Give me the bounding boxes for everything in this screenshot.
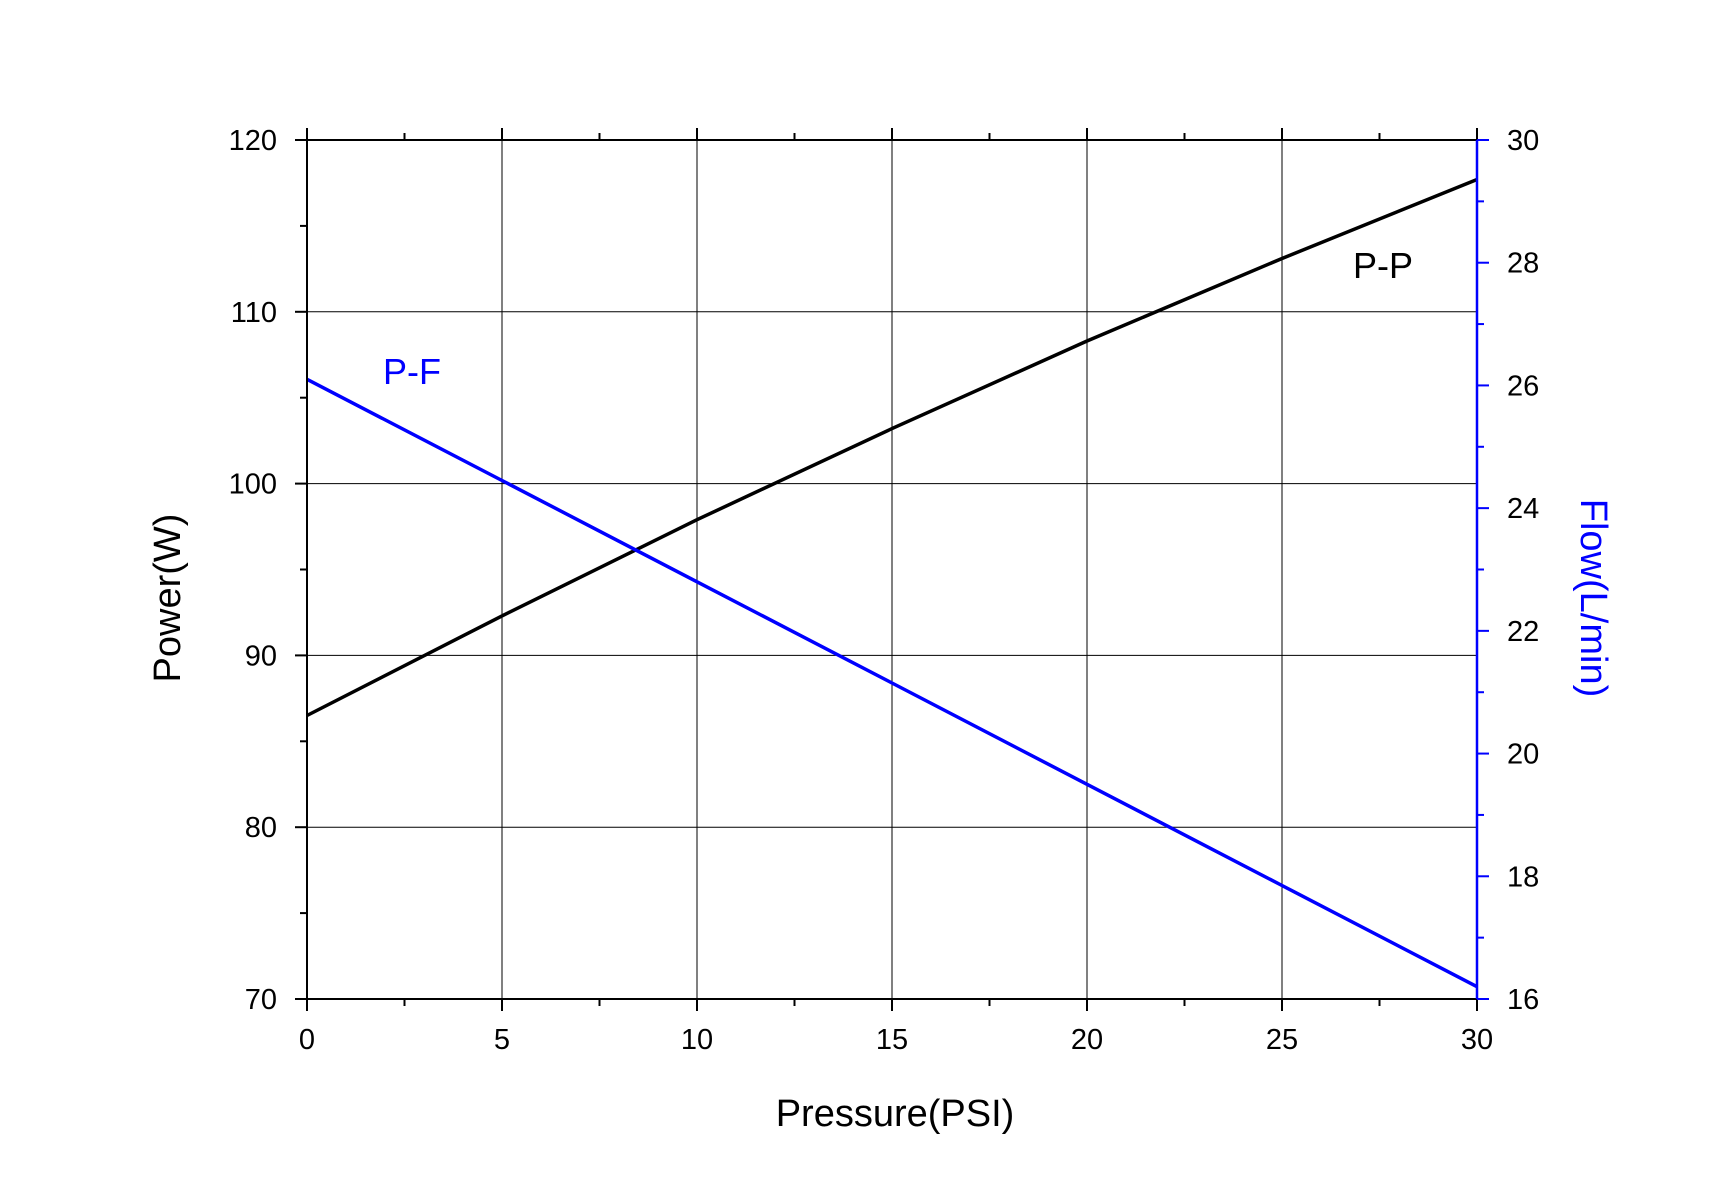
y-tick-label: 100: [229, 469, 277, 501]
grid-lines: [307, 140, 1477, 999]
y-tick-label: 110: [231, 297, 277, 329]
y2-tick-label: 24: [1507, 493, 1539, 525]
x-tick-label: 0: [299, 1024, 315, 1056]
series-lines: [306, 177, 1478, 989]
series-line-pp: [306, 177, 1478, 718]
y2-tick-label: 30: [1507, 125, 1539, 157]
y2-axis-title: Flow(L/min): [1572, 499, 1614, 697]
x-tick-label: 5: [494, 1024, 510, 1056]
axis-labels: 0 5 10 15 20 25 30 70 80 90 100 110 120 16 18 20 22 24 26 2…: [229, 125, 1540, 1056]
y-tick-label: 90: [245, 640, 277, 672]
y2-tick-label: 26: [1507, 370, 1539, 402]
x-tick-label: 15: [876, 1024, 908, 1056]
y-axis-title: Power(W): [147, 514, 189, 683]
series-line-pf: [306, 377, 1478, 989]
y2-tick-label: 16: [1507, 984, 1539, 1016]
x-axis-title: Pressure(PSI): [776, 1093, 1015, 1135]
y-tick-label: 120: [229, 125, 277, 157]
y-tick-label: 80: [245, 812, 277, 844]
x-tick-label: 25: [1266, 1024, 1298, 1056]
x-tick-label: 10: [681, 1024, 713, 1056]
axis-ticks: [295, 128, 1489, 1011]
x-tick-label: 30: [1461, 1024, 1493, 1056]
series-label-pf: P-F: [383, 351, 441, 392]
x-tick-label: 20: [1071, 1024, 1103, 1056]
y-tick-label: 70: [245, 984, 277, 1016]
y2-tick-label: 20: [1507, 739, 1539, 771]
y2-tick-label: 18: [1507, 861, 1539, 893]
series-label-pp: P-P: [1353, 245, 1413, 286]
y2-tick-label: 28: [1507, 248, 1539, 280]
y2-tick-label: 22: [1507, 616, 1539, 648]
